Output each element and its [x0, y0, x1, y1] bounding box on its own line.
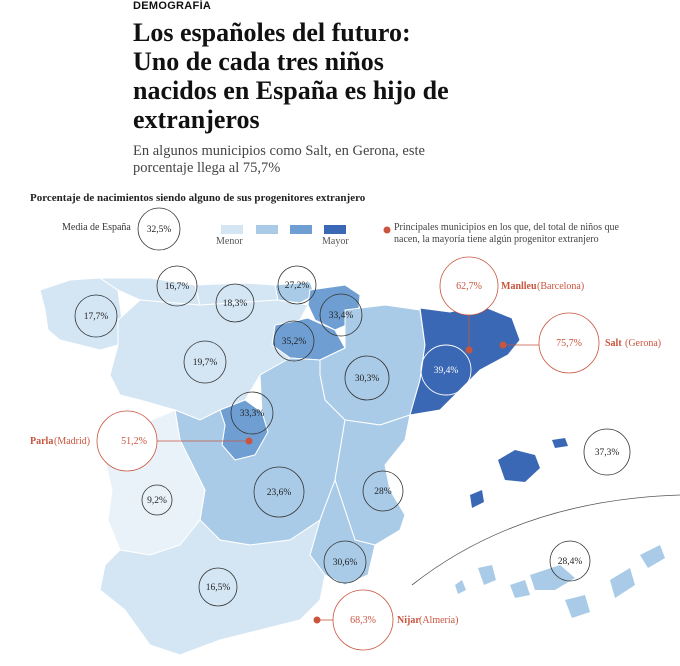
- svg-text:16,5%: 16,5%: [206, 583, 231, 593]
- value-castilla-leon: 19,7%: [183, 340, 227, 384]
- svg-text:18,3%: 18,3%: [223, 299, 248, 309]
- value-castilla-la-mancha: 23,6%: [253, 466, 305, 518]
- region-baleares-ibiza: [470, 490, 484, 508]
- municipality-salt: 75,7% Salt (Gerona): [499, 312, 661, 374]
- section-label: DEMOGRAFÍA: [133, 0, 212, 12]
- legend-max-label: Mayor: [322, 236, 349, 247]
- headline: Los españoles del futuro: Uno de cada tr…: [133, 18, 449, 134]
- legend-swatch-1: [221, 225, 243, 234]
- value-asturias: 16,7%: [156, 265, 198, 307]
- svg-text:19,7%: 19,7%: [193, 358, 218, 368]
- svg-text:(Madrid): (Madrid): [54, 436, 90, 447]
- island-lanzarote: [640, 545, 665, 568]
- region-cantabria: [274, 281, 316, 304]
- region-andalucia: [99, 518, 326, 656]
- svg-text:28,4%: 28,4%: [558, 557, 583, 567]
- region-baleares-menorca: [552, 438, 568, 448]
- canarias-separator: [411, 494, 680, 586]
- svg-text:33,4%: 33,4%: [329, 311, 354, 321]
- svg-text:(Barcelona): (Barcelona): [537, 281, 584, 292]
- legend-swatch-3: [290, 225, 312, 234]
- municipality-parla: 51,2% Parla (Madrid): [30, 410, 253, 472]
- value-canarias: 28,4%: [549, 540, 591, 582]
- svg-text:39,4%: 39,4%: [434, 366, 459, 376]
- svg-text:75,7%: 75,7%: [556, 338, 582, 349]
- value-extremadura: 9,2%: [141, 484, 173, 516]
- svg-text:30,3%: 30,3%: [355, 374, 380, 384]
- svg-text:62,7%: 62,7%: [456, 281, 482, 292]
- average-label: Media de España: [62, 222, 131, 233]
- svg-text:Manlleu: Manlleu: [501, 281, 537, 292]
- svg-text:23,6%: 23,6%: [267, 488, 292, 498]
- region-galicia: [39, 277, 123, 351]
- island-gomera: [510, 580, 530, 598]
- island-tenerife: [530, 565, 575, 590]
- svg-text:(Gerona): (Gerona): [625, 338, 661, 349]
- region-cataluna: [409, 304, 521, 416]
- svg-text:16,7%: 16,7%: [165, 282, 190, 292]
- svg-text:17,7%: 17,7%: [84, 312, 109, 322]
- island-fuerteventura: [610, 568, 635, 598]
- value-madrid: 33,3%: [230, 391, 274, 435]
- value-aragon: 30,3%: [344, 355, 390, 401]
- svg-text:68,3%: 68,3%: [350, 615, 376, 626]
- value-baleares: 37,3%: [583, 428, 631, 476]
- legend-municipality-dot: [383, 226, 391, 234]
- svg-text:30,6%: 30,6%: [333, 558, 358, 568]
- value-leon-area: 18,3%: [215, 283, 255, 323]
- value-pais-vasco: 33,4%: [319, 293, 363, 337]
- value-murcia: 30,6%: [323, 540, 367, 584]
- average-value: 32,5%: [147, 225, 172, 235]
- svg-text:51,2%: 51,2%: [121, 436, 147, 447]
- island-hierro: [455, 580, 466, 594]
- legend-municipality-note: Principales municipios en los que, del t…: [394, 222, 619, 245]
- legend-swatch-4: [324, 225, 346, 234]
- svg-text:(Almería): (Almería): [419, 615, 458, 626]
- legend-min-label: Menor: [216, 236, 243, 247]
- svg-text:27,2%: 27,2%: [285, 281, 310, 291]
- value-navarra: 35,2%: [273, 320, 315, 362]
- svg-text:Salt: Salt: [605, 338, 622, 349]
- municipality-nijar: 68,3% Nijar (Almería): [313, 589, 458, 651]
- legend-swatch-2: [256, 225, 278, 234]
- svg-text:Parla: Parla: [30, 436, 53, 447]
- svg-text:Nijar: Nijar: [397, 615, 420, 626]
- island-la-palma: [478, 565, 496, 585]
- svg-text:28%: 28%: [374, 487, 392, 497]
- svg-text:35,2%: 35,2%: [282, 337, 307, 347]
- svg-text:37,3%: 37,3%: [595, 448, 620, 458]
- value-andalucia: 16,5%: [198, 567, 238, 607]
- island-gran-canaria: [565, 595, 590, 618]
- svg-text:9,2%: 9,2%: [147, 496, 167, 506]
- svg-text:33,3%: 33,3%: [240, 409, 265, 419]
- region-baleares-mallorca: [498, 450, 540, 482]
- value-comunidad-valenciana: 28%: [362, 470, 404, 512]
- value-galicia: 17,7%: [74, 294, 118, 338]
- map-title: Porcentaje de nacimientos siendo alguno …: [30, 192, 366, 204]
- average-circle: [137, 207, 181, 251]
- municipality-manlleu: 62,7% Manlleu (Barcelona): [439, 256, 584, 354]
- value-cantabria: 27,2%: [277, 265, 317, 305]
- value-cataluna: 39,4%: [420, 344, 472, 396]
- subheadline: En algunos municipios como Salt, en Gero…: [133, 143, 425, 176]
